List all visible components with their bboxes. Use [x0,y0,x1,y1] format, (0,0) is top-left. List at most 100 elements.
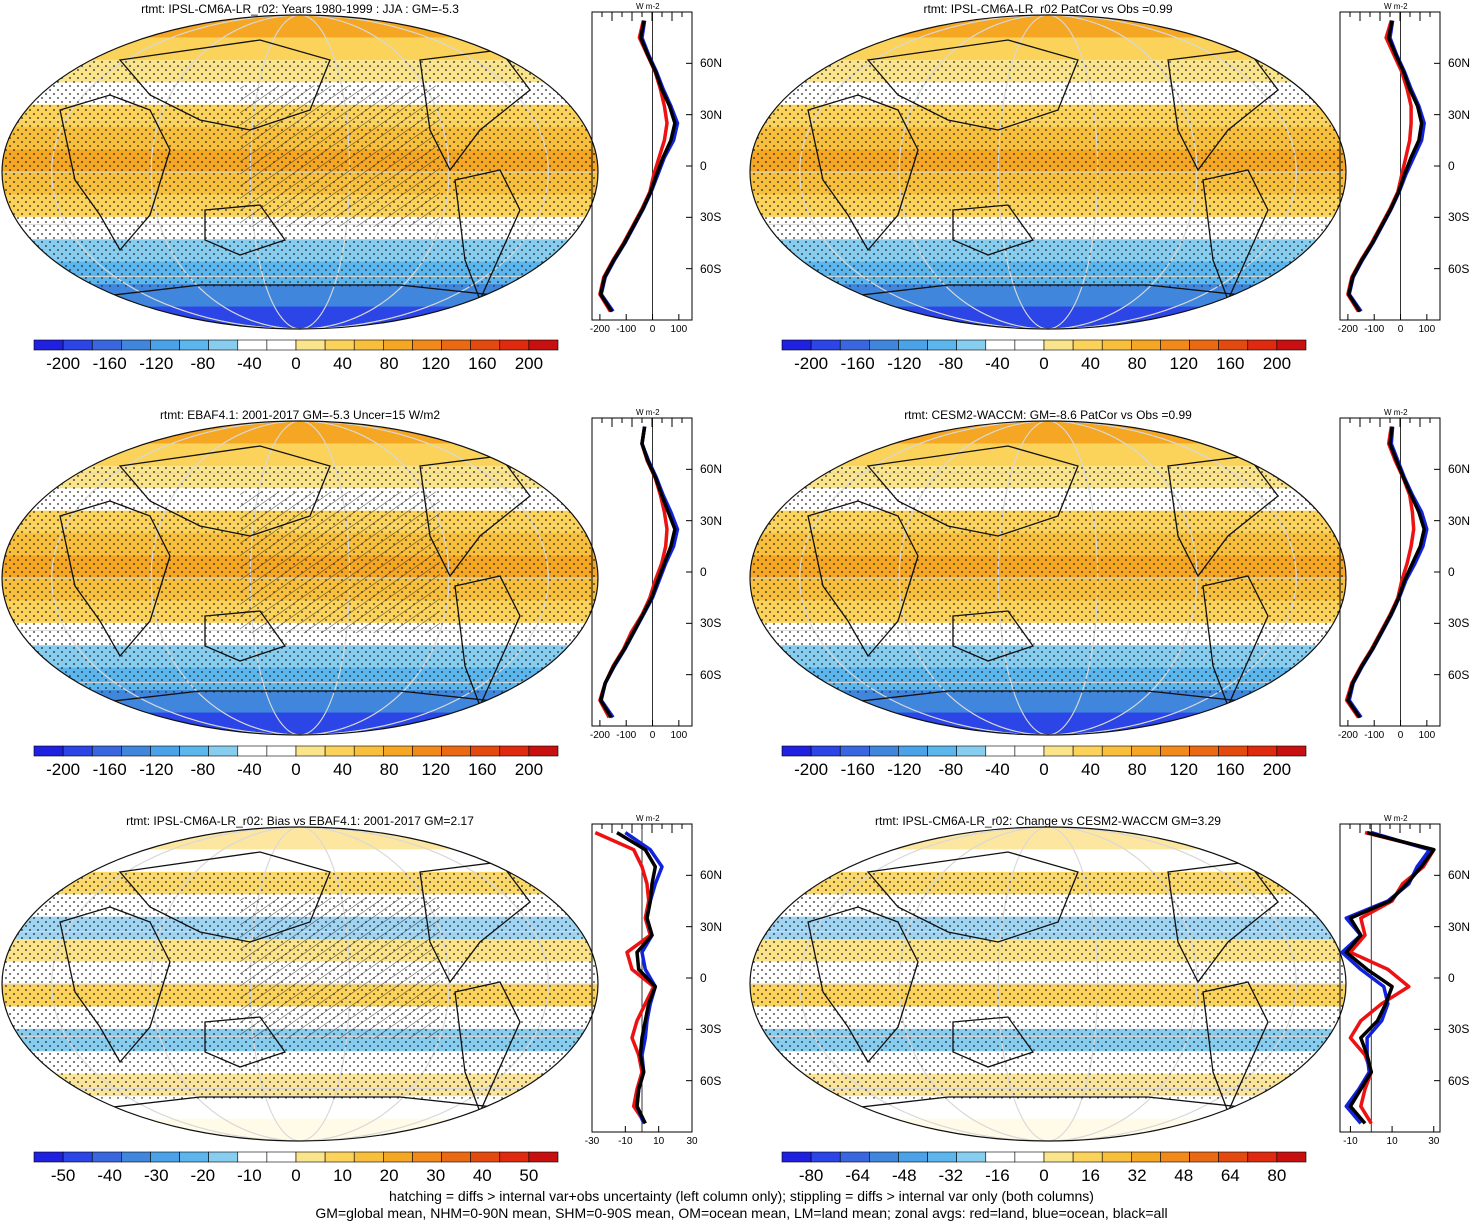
panel-6: rtmt: IPSL-CM6A-LR_r02: Change vs CESM2-… [748,812,1483,1212]
colorbar-tick-label: -200 [46,354,81,373]
zonal-mean-plot [591,417,693,727]
zonal-mean-plot [1339,11,1441,321]
colorbar-tick-label: 80 [1267,1166,1287,1185]
colorbar [781,1151,1307,1163]
zonal-lat-label: 0 [700,565,707,579]
colorbar-tick-label: -48 [891,1166,917,1185]
map-plot [1,826,599,1142]
zonal-unit-label: W m-2 [636,2,660,11]
footer-line-2: GM=global mean, NHM=0-90N mean, SHM=0-90… [315,1205,1168,1221]
colorbar-tick-label: -40 [237,760,262,779]
zonal-lat-label: 0 [1448,159,1455,173]
colorbar-tick-label: -64 [845,1166,870,1185]
zonal-series-all [1346,20,1424,313]
colorbar-tick-label: 120 [421,760,450,779]
zonal-x-tick-label: 30 [686,1136,698,1147]
zonal-series-all [598,426,677,719]
zonal-lat-label: 30S [1448,1022,1470,1037]
zonal-series-all [598,20,677,313]
colorbar-tick-label: 50 [519,1166,539,1185]
colorbar-tick-label: 160 [468,760,497,779]
colorbar-tick-label: -20 [190,1166,216,1185]
zonal-x-tick-label: 100 [670,730,688,741]
map-title: rtmt: IPSL-CM6A-LR_r02 PatCor vs Obs =0.… [923,2,1173,16]
colorbar-tick-label: -80 [798,1166,824,1185]
map-title: rtmt: IPSL-CM6A-LR_r02: Years 1980-1999 … [141,2,459,16]
footer-line-1: hatching = diffs > internal var+obs unce… [389,1188,1094,1204]
zonal-series-ocean [1347,20,1426,313]
zonal-series-all [1344,830,1436,1125]
zonal-x-tick-label: 0 [1397,730,1404,741]
zonal-lat-label: 60S [1448,1073,1470,1088]
colorbar-tick-label: -10 [237,1166,262,1185]
zonal-lat-label: 60N [1448,868,1471,883]
panel-1: rtmt: IPSL-CM6A-LR_r02: Years 1980-1999 … [0,0,740,400]
colorbar-tick-label: -30 [143,1166,169,1185]
zonal-lat-label: 30N [700,513,723,528]
colorbar-tick-label: 16 [1081,1166,1101,1185]
colorbar-tick-label: -40 [985,354,1010,373]
zonal-x-tick-label: 0 [649,730,656,741]
zonal-lat-label: 0 [1448,565,1455,579]
zonal-series-all [616,831,658,1125]
zonal-lat-label: 30S [1448,210,1470,225]
colorbar-tick-label: -80 [190,354,216,373]
colorbar-tick-label: 40 [472,1166,492,1185]
colorbar [33,745,559,757]
zonal-x-tick-label: 30 [1428,1136,1440,1147]
zonal-unit-label: W m-2 [1384,408,1408,417]
zonal-x-tick-label: -200 [589,324,610,335]
colorbar-tick-label: 80 [1127,354,1147,373]
zonal-lat-label: 30N [700,107,723,122]
panel-4: rtmt: CESM2-WACCM: GM=-8.6 PatCor vs Obs… [748,406,1483,806]
colorbar-tick-label: -200 [46,760,81,779]
colorbar-tick-label: 40 [333,760,353,779]
colorbar-tick-label: 0 [1039,760,1049,779]
colorbar-tick-label: 200 [1262,760,1292,779]
colorbar-tick-label: 80 [379,760,399,779]
colorbar-tick-label: 0 [291,760,301,779]
colorbar-tick-label: 120 [1169,760,1198,779]
zonal-lat-label: 0 [700,159,707,173]
zonal-lat-label: 30S [1448,616,1470,631]
zonal-lat-label: 30N [1448,107,1471,122]
colorbar-tick-label: 160 [468,354,497,373]
colorbar-tick-label: 160 [1216,354,1245,373]
map-title: rtmt: IPSL-CM6A-LR_r02: Change vs CESM2-… [875,814,1221,828]
zonal-lat-label: 30N [700,919,723,934]
zonal-x-tick-label: -10 [618,1136,633,1147]
zonal-x-tick-label: -200 [589,730,610,741]
zonal-lat-label: 0 [700,971,707,985]
zonal-x-tick-label: -100 [616,324,637,335]
map-plot [749,826,1347,1142]
zonal-unit-label: W m-2 [636,408,660,417]
zonal-x-tick-label: 10 [1386,1136,1398,1147]
colorbar-tick-label: -50 [50,1166,76,1185]
colorbar-tick-label: -200 [794,760,829,779]
colorbar-tick-label: 200 [514,354,544,373]
colorbar-tick-label: 0 [291,1166,301,1185]
colorbar-tick-label: -80 [938,760,964,779]
zonal-x-tick-label: -200 [1337,324,1358,335]
colorbar-tick-label: 64 [1220,1166,1240,1185]
colorbar-tick-label: -80 [938,354,964,373]
map-title: rtmt: CESM2-WACCM: GM=-8.6 PatCor vs Obs… [904,408,1192,422]
colorbar-tick-label: -80 [190,760,216,779]
zonal-mean-plot [591,823,693,1133]
colorbar-tick-label: -200 [794,354,829,373]
colorbar-tick-label: -160 [840,760,875,779]
panel-3: rtmt: EBAF4.1: 2001-2017 GM=-5.3 Uncer=1… [0,406,740,806]
zonal-series-ocean [1347,426,1429,719]
colorbar-tick-label: 40 [1081,760,1101,779]
zonal-x-tick-label: 0 [1397,324,1404,335]
map-plot [1,14,599,330]
colorbar-tick-label: 40 [1081,354,1101,373]
colorbar-tick-label: -160 [840,354,875,373]
map-plot [749,14,1347,330]
colorbar-tick-label: -40 [985,760,1010,779]
zonal-lat-label: 30S [700,1022,722,1037]
panel-5: rtmt: IPSL-CM6A-LR_r02: Bias vs EBAF4.1:… [0,812,740,1212]
zonal-series-all [1346,426,1426,719]
zonal-lat-label: 60N [700,462,723,477]
zonal-lat-label: 30N [1448,919,1471,934]
